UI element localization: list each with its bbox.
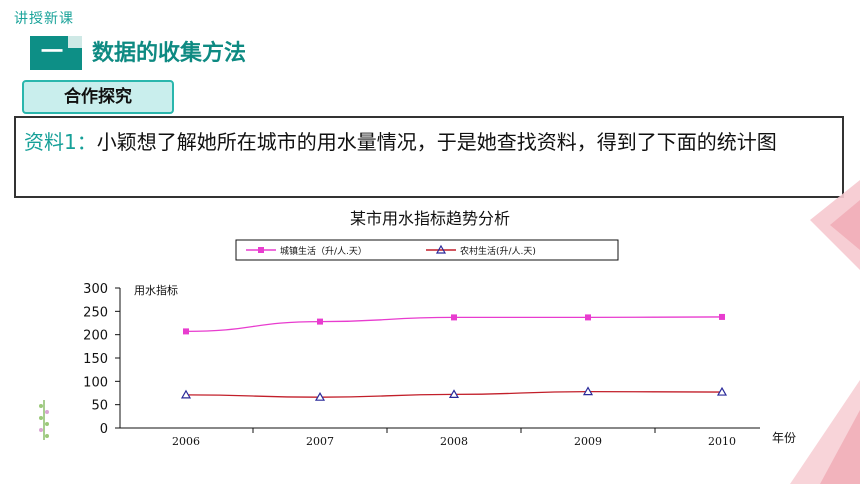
x-tick-label: 2007 [306, 435, 334, 448]
section-number: 一 [40, 40, 63, 65]
cooperative-inquiry-badge: 合作探究 [22, 80, 174, 114]
x-tick-label: 2009 [574, 435, 602, 448]
x-tick-label: 2006 [172, 435, 200, 448]
x-tick-label: 2008 [440, 435, 468, 448]
rural-data-point [448, 389, 460, 398]
rural-data-point [582, 386, 594, 396]
chart-area: 某市用水指标趋势分析 城镇生活（升/人.天） 农村生活(升/人.天) 用水指标 … [70, 202, 830, 472]
urban-data-point [451, 314, 457, 321]
plant-sprig-icon [39, 400, 49, 440]
decorative-shape-icon [810, 180, 860, 270]
rural-data-point [180, 389, 192, 399]
material-box: 资料1：小颖想了解她所在城市的用水量情况，于是她查找资料，得到了下面的统计图 [14, 116, 844, 198]
urban-data-point [317, 318, 323, 325]
series-group [180, 313, 728, 401]
material-text: 小颖想了解她所在城市的用水量情况，于是她查找资料，得到了下面的统计图 [96, 130, 777, 154]
rural-data-point [716, 386, 728, 396]
y-axis-label: 用水指标 [134, 283, 178, 297]
y-tick-label: 50 [91, 399, 108, 414]
axes: 0 50 100 150 200 250 300 2006 2007 2008 2009 2010 [83, 282, 760, 448]
y-tick-label: 100 [83, 375, 108, 390]
material-label: 资料1： [24, 130, 97, 154]
urban-data-point [719, 313, 725, 320]
legend-rural-label: 农村生活(升/人.天) [460, 245, 536, 257]
water-usage-line-chart: 某市用水指标趋势分析 城镇生活（升/人.天） 农村生活(升/人.天) 用水指标 … [83, 209, 796, 448]
x-axis-label: 年份 [772, 431, 796, 445]
chart-title: 某市用水指标趋势分析 [350, 209, 510, 228]
decorative-shape-icon [790, 380, 860, 484]
urban-data-point [183, 328, 189, 335]
y-tick-label: 250 [83, 305, 108, 320]
urban-data-point [585, 314, 591, 321]
top-tag: 讲授新课 [14, 11, 74, 27]
y-tick-label: 300 [83, 282, 108, 297]
legend-urban-label: 城镇生活（升/人.天） [280, 245, 367, 257]
section-number-icon: 一 [30, 36, 82, 70]
rural-data-point [314, 391, 326, 401]
legend-rural-marker [435, 244, 447, 254]
y-tick-label: 0 [100, 422, 108, 437]
legend: 城镇生活（升/人.天） 农村生活(升/人.天) [235, 239, 619, 261]
legend-urban-marker [258, 247, 264, 253]
section-title: 数据的收集方法 [92, 41, 247, 66]
y-tick-label: 150 [83, 352, 108, 367]
x-tick-label: 2010 [708, 435, 736, 448]
y-tick-label: 200 [83, 329, 108, 344]
